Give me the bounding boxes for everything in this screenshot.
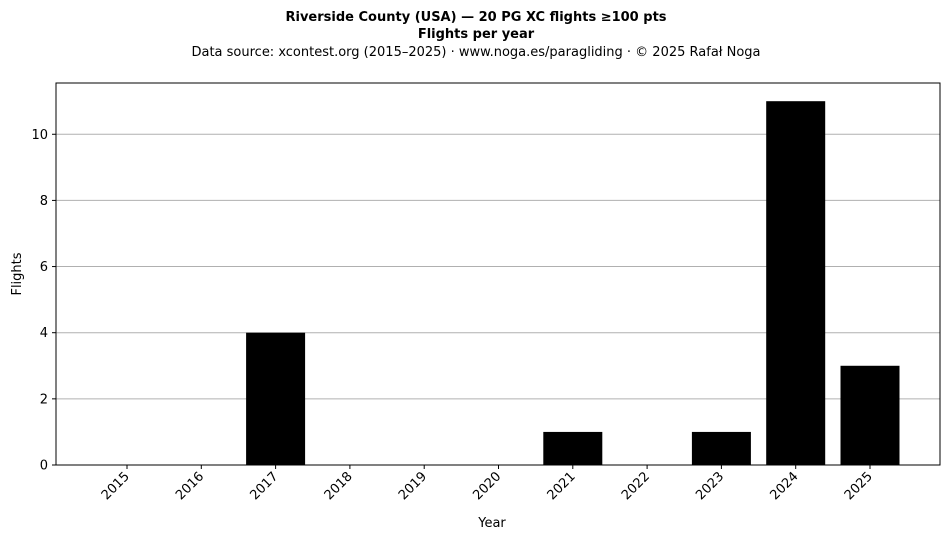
chart-title: Riverside County (USA) — 20 PG XC flight…	[285, 10, 666, 25]
y-tick-label: 2	[40, 392, 48, 407]
y-axis-label: Flights	[10, 252, 25, 295]
x-tick-label: 2015	[99, 469, 133, 503]
x-tick-label: 2019	[396, 469, 430, 503]
x-tick-label: 2025	[842, 469, 876, 503]
chart-title-line2: Flights per year	[418, 27, 535, 42]
x-tick-label: 2018	[322, 469, 356, 503]
bar-2017	[246, 332, 306, 465]
x-tick-label: 2017	[247, 469, 281, 503]
bar-2025	[840, 365, 900, 465]
x-tick-label: 2016	[173, 469, 207, 503]
x-tick-label: 2024	[768, 469, 802, 503]
bar-2024	[766, 101, 826, 465]
x-tick-label: 2020	[470, 469, 504, 503]
bar-2021	[543, 431, 603, 465]
bars	[246, 101, 900, 465]
y-tick-label: 4	[40, 326, 48, 341]
y-tick-label: 8	[40, 194, 48, 209]
y-tick-label: 6	[40, 260, 48, 275]
x-axis: 2015 2016 2017 2018 2019 2020 2021 2022 2023 2024…	[99, 465, 876, 503]
x-tick-label: 2023	[693, 469, 727, 503]
x-tick-label: 2021	[545, 469, 579, 503]
y-tick-label: 0	[40, 459, 48, 474]
y-axis: 0 2 4 6 8 10	[31, 128, 56, 474]
x-axis-label: Year	[477, 516, 506, 531]
chart-subtitle: Data source: xcontest.org (2015–2025) · …	[191, 45, 760, 60]
y-tick-label: 10	[31, 128, 48, 143]
plot-frame	[55, 82, 941, 466]
bar-2023	[691, 431, 751, 465]
x-tick-label: 2022	[619, 469, 653, 503]
